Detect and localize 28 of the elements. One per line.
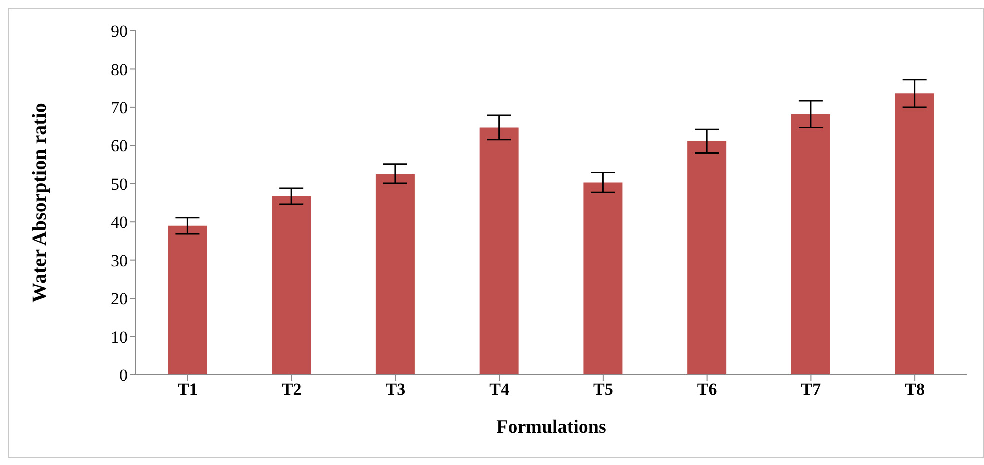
x-tick-label: T1 [178, 380, 198, 400]
bar [895, 94, 934, 375]
y-tick-label: 80 [111, 60, 128, 80]
x-tick-label: T7 [801, 380, 822, 400]
bar [480, 128, 519, 375]
y-tick-label: 70 [111, 98, 128, 118]
y-tick-label: 60 [111, 136, 128, 156]
x-axis-title: Formulations [496, 417, 606, 438]
y-tick-label: 50 [111, 174, 128, 194]
bar [376, 174, 415, 375]
x-tick-label: T8 [905, 380, 925, 400]
y-tick-label: 40 [111, 213, 128, 232]
y-tick-label: 10 [111, 328, 128, 347]
x-tick-label: T5 [594, 380, 614, 400]
x-tick-label: T2 [282, 380, 302, 400]
bar [688, 141, 727, 375]
y-tick-label: 30 [111, 251, 128, 270]
y-tick-label: 20 [111, 290, 128, 309]
bar [168, 226, 208, 375]
x-tick-label: T3 [386, 380, 406, 400]
y-tick-label: 90 [111, 22, 128, 42]
bar [584, 182, 623, 375]
x-tick-label: T6 [697, 380, 718, 400]
y-tick-label: 0 [120, 366, 128, 386]
bar [791, 114, 830, 375]
x-tick-label: T4 [490, 380, 510, 400]
bar [272, 196, 312, 375]
y-axis-title: Water Absorption ratio [29, 103, 52, 303]
